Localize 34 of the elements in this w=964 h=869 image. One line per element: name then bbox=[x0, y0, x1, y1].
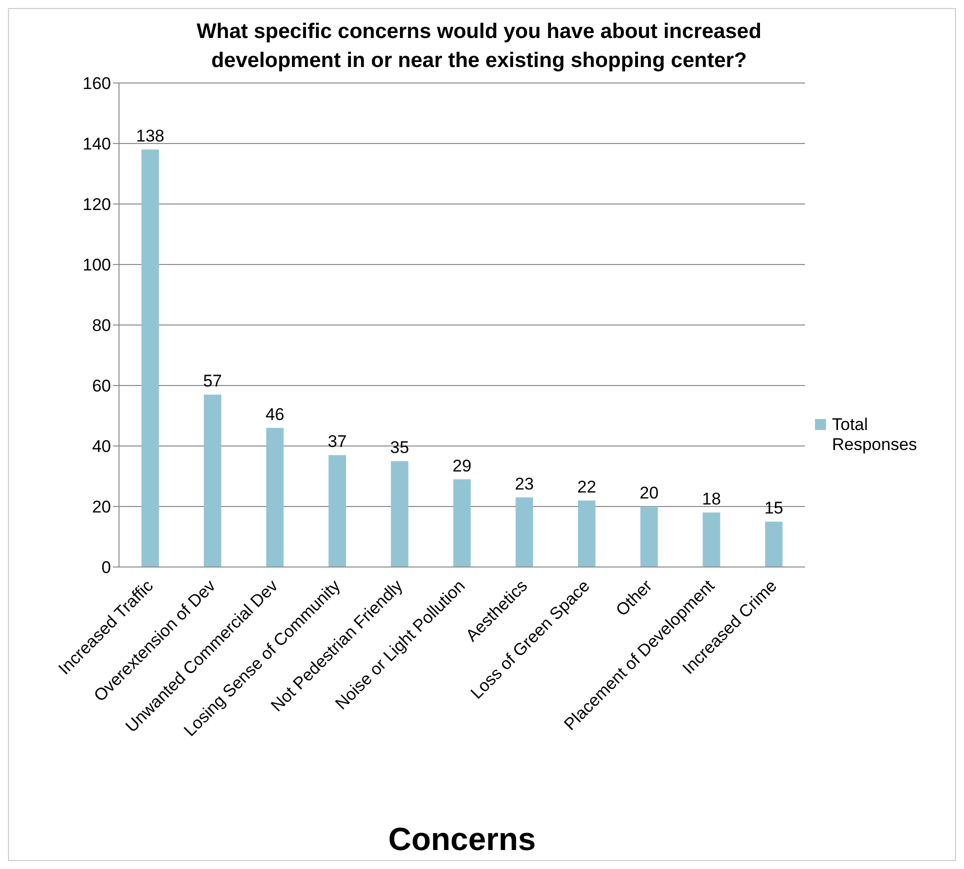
y-tick-label: 0 bbox=[102, 558, 111, 578]
data-label: 20 bbox=[640, 484, 659, 502]
data-label: 15 bbox=[764, 498, 784, 518]
y-tick-label: 80 bbox=[92, 316, 111, 336]
y-tick-label: 40 bbox=[92, 437, 111, 456]
y-tick-label: 160 bbox=[82, 74, 111, 94]
data-label: 29 bbox=[452, 456, 472, 476]
data-label: 57 bbox=[203, 372, 222, 391]
data-label: 46 bbox=[265, 404, 284, 424]
y-tick-label: 140 bbox=[82, 134, 111, 154]
legend-label: Total Responses bbox=[832, 414, 918, 454]
bar bbox=[141, 150, 159, 567]
y-tick-label: 120 bbox=[82, 195, 111, 214]
y-tick-label: 20 bbox=[92, 498, 111, 517]
bar bbox=[204, 394, 222, 567]
data-label: 138 bbox=[136, 126, 164, 146]
data-label: 35 bbox=[390, 438, 410, 458]
data-label: 37 bbox=[328, 432, 347, 452]
bar bbox=[578, 500, 596, 567]
data-label: 23 bbox=[514, 474, 534, 494]
bar bbox=[390, 461, 408, 567]
bar bbox=[453, 479, 471, 567]
y-tick-label: 100 bbox=[82, 256, 111, 275]
x-axis-title: Concerns bbox=[388, 821, 536, 857]
bar bbox=[328, 455, 346, 567]
bar bbox=[702, 512, 720, 567]
y-tick-label: 60 bbox=[92, 376, 111, 396]
data-label: 18 bbox=[702, 490, 721, 509]
data-label: 22 bbox=[577, 477, 596, 496]
bar bbox=[640, 506, 658, 567]
bar bbox=[266, 428, 284, 567]
chart-title: What specific concerns would you have about increased development in or near the existing shopping center? bbox=[196, 19, 762, 74]
bar bbox=[765, 522, 783, 567]
bar bbox=[516, 497, 534, 567]
